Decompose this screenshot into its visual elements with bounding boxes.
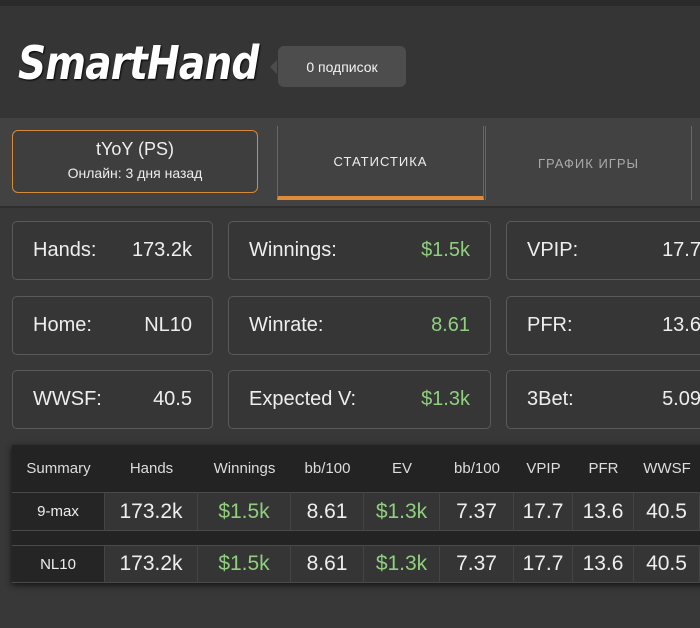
- stat-label: 3Bet:: [527, 388, 574, 410]
- stat-value: 5.09: [662, 388, 700, 410]
- stat-value: 40.5: [153, 388, 192, 410]
- tab-game-chart[interactable]: ГРАФИК ИГРЫ: [485, 126, 692, 200]
- stat-value: $1.3k: [421, 388, 470, 410]
- stat-card: Hands: 173.2k: [12, 221, 213, 280]
- column-header: Hands: [129, 460, 174, 477]
- stat-card: 3Bet: 5.09: [506, 370, 700, 429]
- table-cell: $1.3k: [364, 545, 440, 583]
- column-header: bb/100: [454, 460, 500, 477]
- table-cell: 17.7: [514, 545, 573, 583]
- stat-value: 17.7: [662, 239, 700, 261]
- table-cell: 7.37: [440, 492, 514, 531]
- stat-value: 173.2k: [131, 239, 192, 261]
- top-strip: [0, 0, 700, 6]
- table-cell: 7.37: [440, 545, 514, 583]
- player-card[interactable]: tYoY (PS) Онлайн: 3 дня назад: [12, 130, 258, 193]
- stat-label: PFR:: [527, 314, 573, 336]
- column-header: WWSF: [643, 460, 691, 477]
- stat-card: WWSF: 40.5: [12, 370, 213, 429]
- row-label: 9-max: [12, 492, 105, 531]
- table-cell: 173.2k: [105, 492, 198, 531]
- tab-bar: tYoY (PS) Онлайн: 3 дня назад СТАТИСТИКА…: [0, 118, 700, 208]
- stat-label: Hands:: [33, 239, 97, 261]
- stat-value: NL10: [144, 314, 192, 336]
- summary-table: Summary Hands Winnings bb/100 EV bb/100 VPIP PF…: [12, 445, 700, 583]
- stat-card: Winrate: 8.61: [228, 296, 491, 355]
- stat-card: Expected V: $1.3k: [228, 370, 491, 429]
- stat-label: Winnings:: [249, 239, 337, 261]
- stat-value: $1.5k: [421, 239, 470, 261]
- table-row: 9-max 173.2k $1.5k 8.61 $1.3k 7.37 17.7 13.6 40.…: [12, 492, 700, 531]
- stat-card: VPIP: 17.7: [506, 221, 700, 280]
- stat-card: Home: NL10: [12, 296, 213, 355]
- column-header: PFR: [588, 460, 619, 477]
- tab-statistics[interactable]: СТАТИСТИКА: [277, 126, 484, 200]
- row-label: NL10: [12, 545, 105, 583]
- column-header: VPIP: [526, 460, 561, 477]
- table-cell: 8.61: [291, 492, 364, 531]
- stat-label: Expected V:: [249, 388, 357, 410]
- column-header: EV: [391, 460, 412, 477]
- stat-card: Winnings: $1.5k: [228, 221, 491, 280]
- header: SmartHand 0 подписок: [0, 6, 700, 118]
- smarthand-logo[interactable]: SmartHand: [18, 36, 259, 90]
- stat-label: Home:: [33, 314, 92, 336]
- table-cell: $1.5k: [198, 545, 291, 583]
- table-cell: 17.7: [514, 492, 573, 531]
- stat-label: Winrate:: [249, 314, 324, 336]
- table-cell: 8.61: [291, 545, 364, 583]
- table-cell: 13.6: [573, 545, 634, 583]
- player-name: tYoY (PS): [95, 139, 175, 159]
- table-cell: 13.6: [573, 492, 634, 531]
- table-header-row: Summary Hands Winnings bb/100 EV bb/100 VPIP PF…: [12, 445, 700, 492]
- subscriptions-badge[interactable]: 0 подписок: [270, 46, 406, 87]
- table-cell: 40.5: [634, 492, 700, 531]
- column-header: bb/100: [304, 460, 351, 477]
- column-header: Summary: [26, 460, 91, 477]
- column-header: Winnings: [213, 460, 276, 477]
- stat-label: VPIP:: [527, 239, 579, 261]
- table-row: NL10 173.2k $1.5k 8.61 $1.3k 7.37 17.7 13.6 40.5: [12, 545, 700, 583]
- stat-value: 13.6: [662, 314, 700, 336]
- table-cell: 173.2k: [105, 545, 198, 583]
- table-cell: $1.5k: [198, 492, 291, 531]
- table-cell: 40.5: [634, 545, 700, 583]
- stat-card: PFR: 13.6: [506, 296, 700, 355]
- table-cell: $1.3k: [364, 492, 440, 531]
- stat-value: 8.61: [431, 314, 470, 336]
- player-online-status: Онлайн: 3 дня назад: [67, 165, 203, 181]
- stat-label: WWSF:: [33, 388, 102, 410]
